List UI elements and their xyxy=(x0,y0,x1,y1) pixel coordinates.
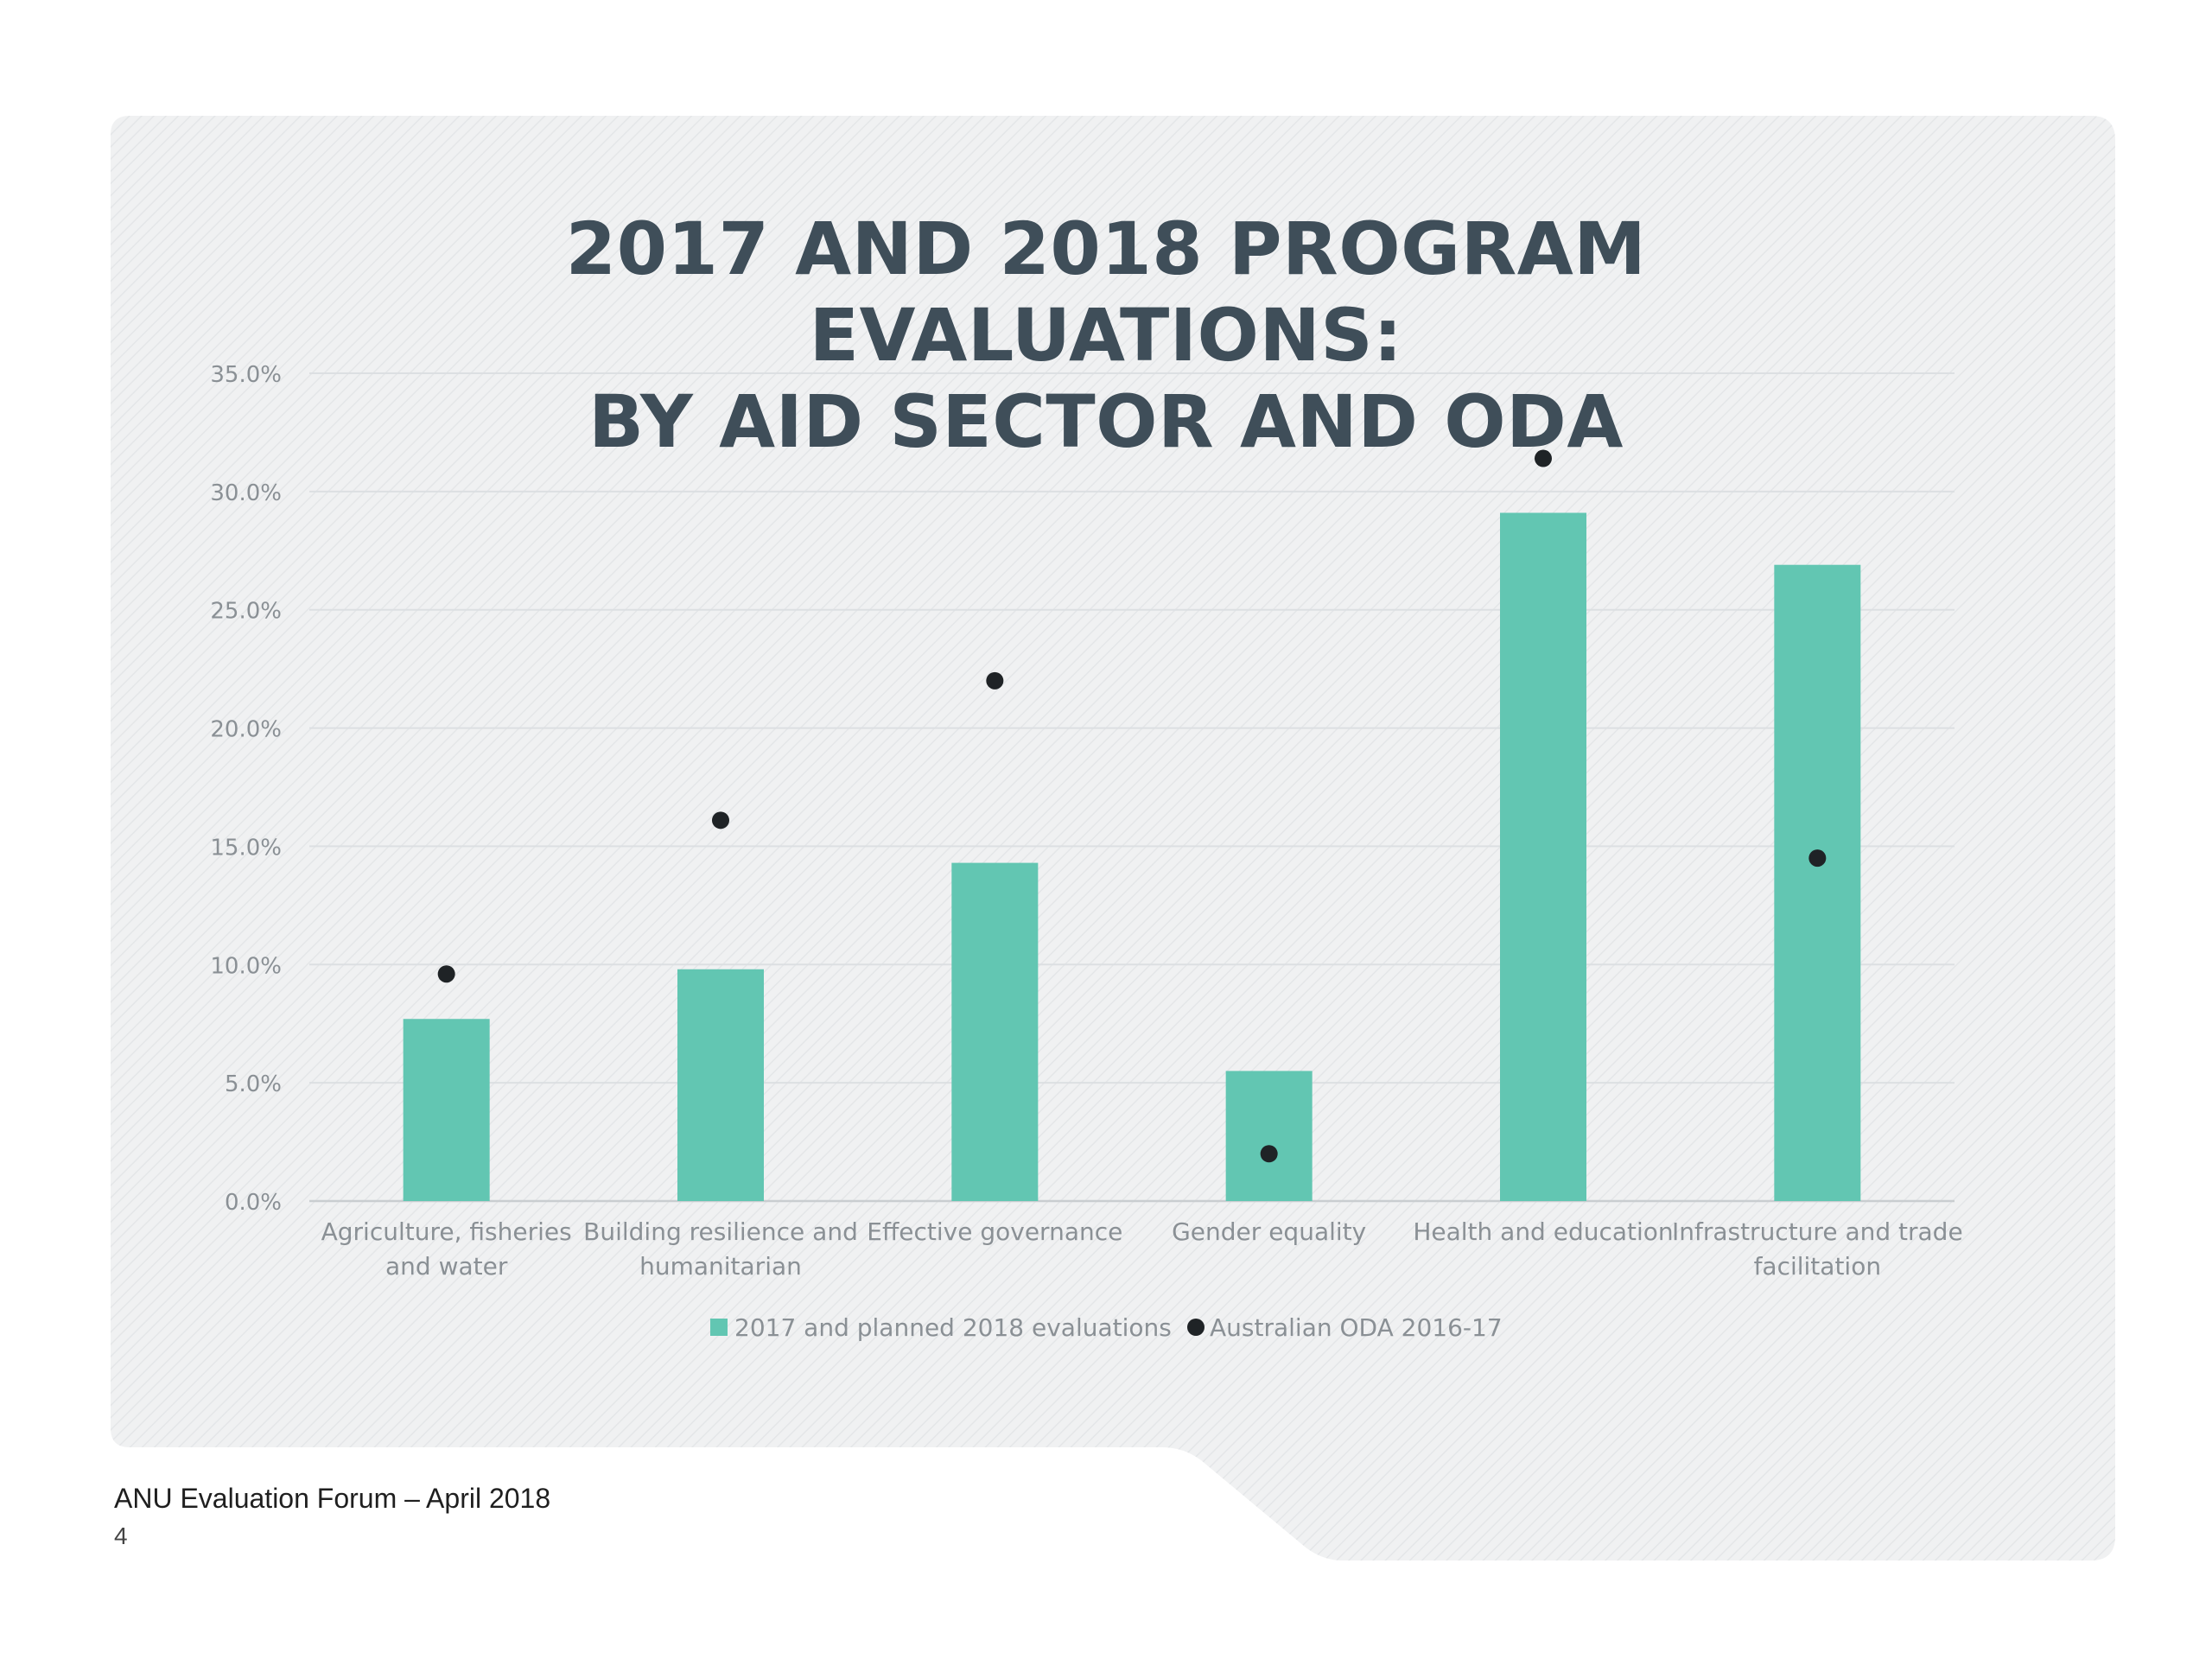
x-category-label: and water xyxy=(385,1252,508,1281)
footer-page-number: 4 xyxy=(114,1522,128,1549)
bar xyxy=(403,1019,490,1201)
legend-swatch-dots xyxy=(1187,1319,1205,1336)
bar xyxy=(1500,512,1586,1201)
bar xyxy=(1225,1071,1313,1201)
y-tick-label: 30.0% xyxy=(210,480,282,506)
legend-label-bars: 2017 and planned 2018 evaluations xyxy=(734,1313,1172,1342)
oda-point xyxy=(437,965,455,983)
oda-point xyxy=(1535,449,1552,467)
bar xyxy=(677,969,764,1201)
x-category-label: Agriculture, fisheries xyxy=(321,1217,572,1246)
x-category-label: Gender equality xyxy=(1172,1217,1366,1246)
x-category-label: Health and education xyxy=(1413,1217,1673,1246)
x-category-label: Infrastructure and trade xyxy=(1672,1217,1963,1246)
footer-event: ANU Evaluation Forum – April 2018 xyxy=(114,1483,551,1514)
y-tick-label: 10.0% xyxy=(210,953,282,979)
oda-point xyxy=(986,671,1004,690)
legend-label-dots: Australian ODA 2016-17 xyxy=(1210,1313,1503,1342)
bar xyxy=(1774,564,1861,1201)
x-category-label: Building resilience and xyxy=(583,1217,858,1246)
y-tick-label: 20.0% xyxy=(210,717,282,743)
y-tick-label: 25.0% xyxy=(210,599,282,625)
oda-point xyxy=(712,811,729,830)
x-category-label: Effective governance xyxy=(867,1217,1122,1246)
bar xyxy=(951,862,1039,1201)
y-tick-label: 0.0% xyxy=(225,1190,282,1216)
x-category-label: humanitarian xyxy=(639,1252,802,1281)
oda-point xyxy=(1260,1145,1278,1163)
y-tick-label: 5.0% xyxy=(225,1071,282,1097)
y-tick-label: 15.0% xyxy=(210,835,282,861)
chart-title-line-2: BY AID SECTOR AND ODA xyxy=(588,379,1624,464)
legend-swatch-bars xyxy=(710,1319,728,1336)
chart-title: 2017 AND 2018 PROGRAM EVALUATIONS: BY AI… xyxy=(285,206,1927,465)
y-tick-label: 35.0% xyxy=(210,362,282,388)
oda-point xyxy=(1808,849,1827,868)
chart-title-line-1: 2017 AND 2018 PROGRAM EVALUATIONS: xyxy=(565,207,1647,378)
x-category-label: facilitation xyxy=(1754,1252,1882,1281)
background-panel xyxy=(111,116,2115,1560)
